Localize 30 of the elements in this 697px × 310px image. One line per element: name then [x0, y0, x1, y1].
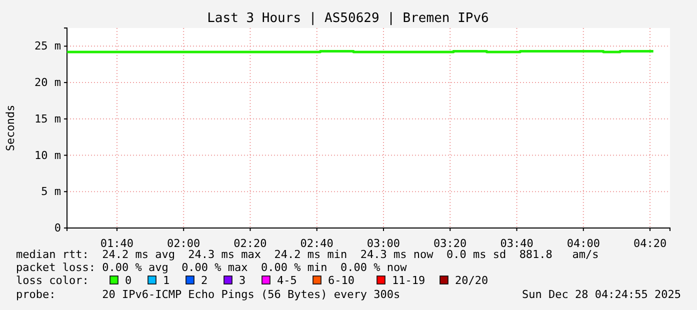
x-tick-label: 03:20 — [434, 237, 467, 250]
text: Sun Dec 28 04:24:55 2025 — [522, 288, 681, 301]
x-tick-label: 04:00 — [566, 237, 600, 250]
text: 3 — [239, 274, 246, 287]
text: loss color: — [16, 274, 89, 287]
y-tick-label: 20 m — [34, 76, 62, 90]
x-tick-label: 01:40 — [100, 237, 134, 250]
x-tick-label: 03:00 — [366, 237, 400, 250]
text: 6-10 — [328, 274, 354, 287]
text: probe: 20 IPv6-ICMP Echo Pings (56 Bytes) every 300s — [16, 288, 400, 301]
x-tick-label: 04:20 — [633, 237, 667, 250]
y-tick-label: 25 m — [34, 40, 62, 53]
x-tick-label: 02:20 — [234, 237, 267, 250]
y-tick-label: 0 — [54, 222, 61, 235]
x-tick-label: 03:40 — [500, 237, 534, 250]
text: 1 — [163, 274, 170, 287]
chart-title: Last 3 Hours | AS50629 | Bremen IPv6 — [207, 11, 489, 26]
x-tick-label: 02:00 — [167, 237, 200, 250]
text: packet loss: 0.00 % avg 0.00 % max 0.00 % min 0.00 % now — [16, 261, 408, 274]
text: 0 — [125, 274, 132, 287]
text: 2 — [201, 274, 208, 287]
y-tick-label: 15 m — [34, 112, 62, 126]
text: 4-5 — [277, 274, 297, 287]
text: median rtt: 24.2 ms avg 24.3 ms max 24.2 ms min 24.3 ms now 0.0 ms sd 881.8 am/s — [16, 248, 599, 261]
y-axis-title: Seconds — [4, 104, 17, 152]
text: 20/20 — [455, 274, 488, 287]
y-tick-label: 10 m — [34, 148, 62, 162]
y-tick-label: 5 m — [41, 185, 62, 198]
x-tick-label: 02:40 — [300, 237, 334, 250]
text: 11-19 — [392, 274, 426, 287]
